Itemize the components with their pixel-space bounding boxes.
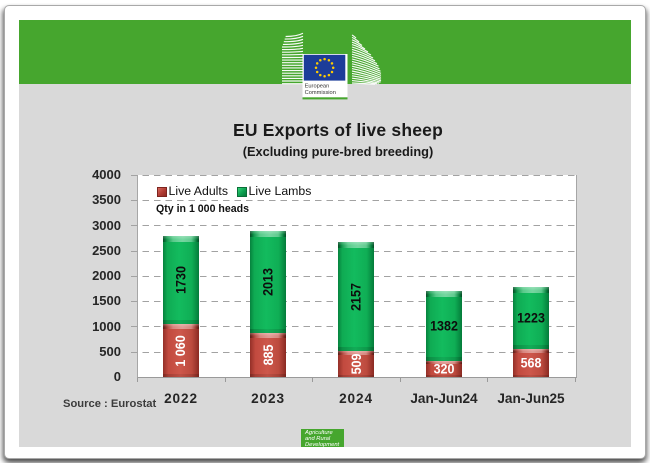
svg-text:Commission: Commission bbox=[305, 90, 336, 96]
svg-text:European: European bbox=[305, 84, 330, 90]
